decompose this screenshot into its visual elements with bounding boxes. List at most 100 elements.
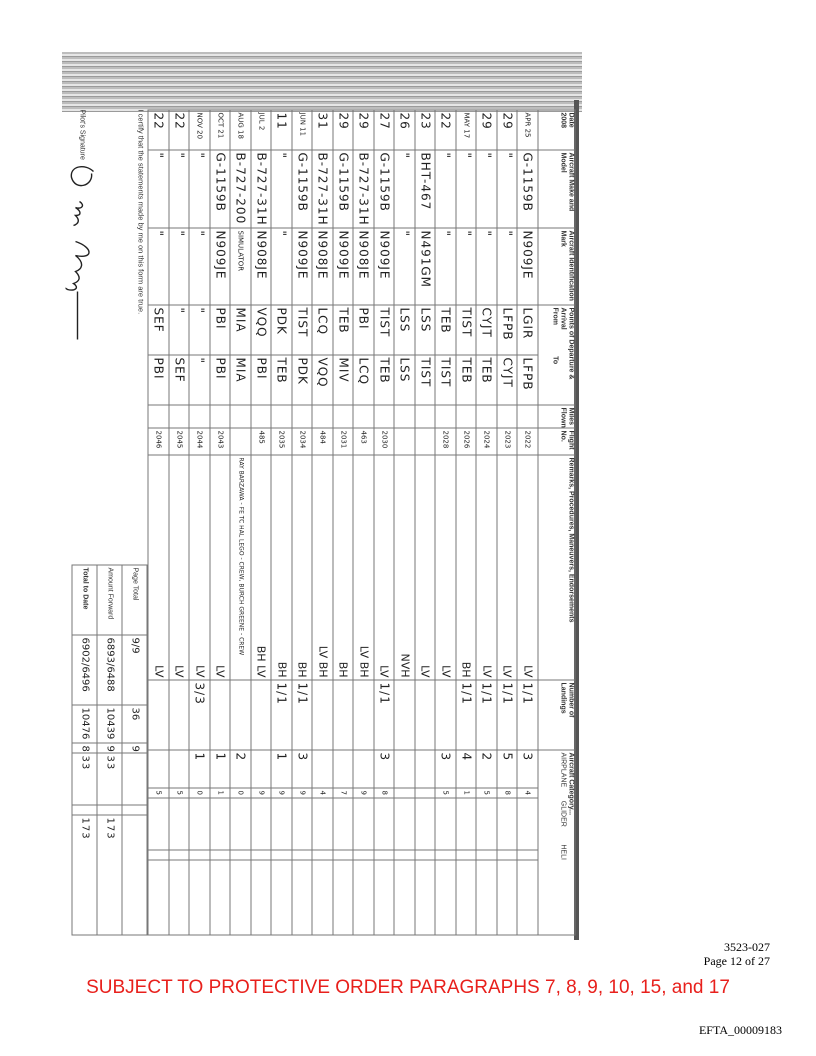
cell-glider-tenths <box>210 850 231 861</box>
cell-remarks: BH <box>271 455 292 681</box>
cell-glider-tenths <box>353 850 374 861</box>
cell-glider-tenths <box>394 850 415 861</box>
cell-landings <box>148 680 169 751</box>
document-number: 3523-027 <box>724 940 770 954</box>
cell-ident: " <box>148 228 169 305</box>
cell-flight: 2031 <box>333 428 354 456</box>
cell-to: PBI <box>210 355 231 406</box>
cell-date: 27 <box>374 110 395 150</box>
cell-from: PBI <box>353 305 374 355</box>
cell-ident: N909JE <box>517 228 538 305</box>
header-points: Points of Departure & Arrival From To <box>538 305 575 406</box>
page-footer-section: I certify that the statements made by me… <box>48 110 148 935</box>
cell-date: 29 <box>353 110 374 150</box>
cell-from: TIST <box>374 305 395 355</box>
cell-ident: " <box>476 228 497 305</box>
cell-ident: N908JE <box>312 228 333 305</box>
cell-remarks: LV <box>435 455 456 681</box>
cell-airplane-tenths: 8 <box>374 788 395 799</box>
cell-heli <box>271 860 292 936</box>
cell-glider <box>271 798 292 851</box>
cell-from: TEB <box>435 305 456 355</box>
cell-heli <box>353 860 374 936</box>
totals-heli <box>122 815 148 935</box>
totals-label: Amount Forward <box>97 565 123 635</box>
page-number: Page 12 of 27 <box>703 954 770 968</box>
instructor-initials: LV <box>418 665 432 678</box>
cell-miles <box>189 405 210 429</box>
instructor-initials: LV <box>500 665 514 678</box>
cell-flight: 484 <box>312 428 333 456</box>
cell-flight: 2023 <box>497 428 518 456</box>
cell-landings: 1/1 <box>374 680 395 751</box>
cell-date: 31 <box>312 110 333 150</box>
cell-from: PBI <box>210 305 231 355</box>
cell-heli <box>148 860 169 936</box>
totals-heli: 173 <box>72 815 98 935</box>
table-row: 29 " " CYJT TEB 2024 LV 1/1 2 5 <box>476 110 497 936</box>
totals-landings: 6893/6488 <box>97 635 123 705</box>
cell-remarks: LV <box>210 455 231 681</box>
cell-airplane-tenths: 1 <box>210 788 231 799</box>
cell-flight: 2024 <box>476 428 497 456</box>
cell-glider-tenths <box>333 850 354 861</box>
cell-remarks: LV <box>497 455 518 681</box>
cell-ident: " <box>169 228 190 305</box>
totals-row: Page Total 9/9 36 9 <box>122 565 148 935</box>
cell-miles <box>374 405 395 429</box>
cell-landings <box>169 680 190 751</box>
cell-miles <box>148 405 169 429</box>
cell-glider <box>251 798 272 851</box>
cell-date: 26 <box>394 110 415 150</box>
cell-glider-tenths <box>292 850 313 861</box>
cell-date: 23 <box>415 110 436 150</box>
cell-make: G-1159B <box>333 150 354 228</box>
cell-remarks: BH <box>333 455 354 681</box>
cell-to: TEB <box>271 355 292 406</box>
cell-remarks: LV <box>476 455 497 681</box>
cell-heli <box>476 860 497 936</box>
cell-landings <box>210 680 231 751</box>
cell-to: SEF <box>169 355 190 406</box>
cell-date: OCT 21 <box>210 110 231 150</box>
cell-landings <box>435 680 456 751</box>
instructor-initials: LV BH <box>357 645 371 678</box>
cell-make: B-727-200 <box>230 150 251 228</box>
cell-ident: " <box>435 228 456 305</box>
cell-make: B-727-31H <box>251 150 272 228</box>
cell-ident: N908JE <box>251 228 272 305</box>
cell-airplane-hours: 2 <box>230 750 251 789</box>
totals-glider-tenths <box>97 805 123 815</box>
table-row: 29 B-727-31H N908JE PBI LCQ 463 LV BH 9 <box>353 110 374 936</box>
cell-from: CYJT <box>476 305 497 355</box>
cell-flight: 2022 <box>517 428 538 456</box>
cell-airplane-hours: 3 <box>374 750 395 789</box>
cell-remarks: LV <box>148 455 169 681</box>
cell-glider-tenths <box>312 850 333 861</box>
cell-ident: " <box>271 228 292 305</box>
instructor-initials: LV <box>213 665 227 678</box>
cell-flight <box>230 428 251 456</box>
header-flight: Flight No. <box>538 428 575 456</box>
cell-miles <box>394 405 415 429</box>
cell-to: PDK <box>292 355 313 406</box>
cell-flight: 2030 <box>374 428 395 456</box>
cell-date: 29 <box>333 110 354 150</box>
cell-ident: " <box>456 228 477 305</box>
cell-remarks: LV <box>189 455 210 681</box>
cell-airplane-tenths: 1 <box>456 788 477 799</box>
cell-airplane-hours <box>415 750 436 789</box>
cell-airplane-hours: 5 <box>497 750 518 789</box>
cell-airplane-hours: 3 <box>517 750 538 789</box>
cell-miles <box>251 405 272 429</box>
cell-from: LSS <box>415 305 436 355</box>
cell-ident: " <box>394 228 415 305</box>
cell-miles <box>353 405 374 429</box>
cell-heli <box>169 860 190 936</box>
cell-remarks: BH <box>292 455 313 681</box>
cell-glider <box>497 798 518 851</box>
header-miles: Miles Flown <box>538 405 575 429</box>
cell-make: B-727-31H <box>312 150 333 228</box>
cell-flight: 2035 <box>271 428 292 456</box>
cell-glider <box>189 798 210 851</box>
